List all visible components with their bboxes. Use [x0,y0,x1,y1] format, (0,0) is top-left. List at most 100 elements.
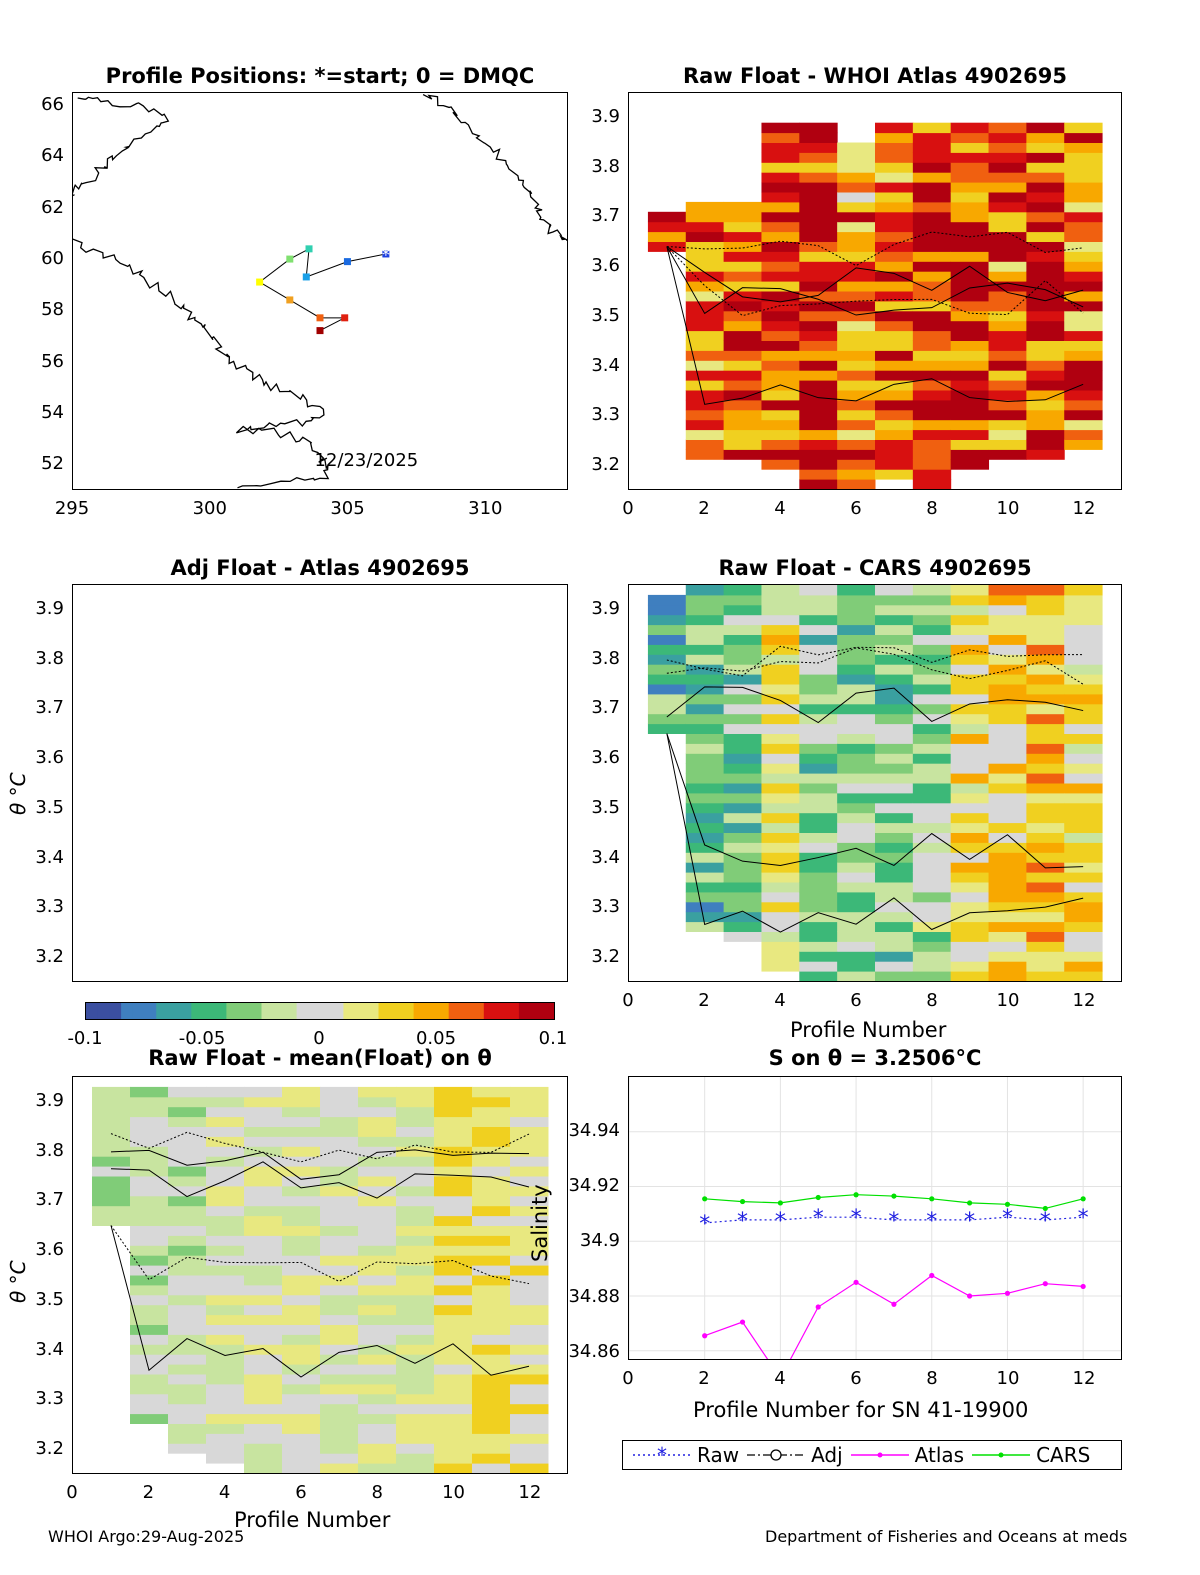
cars-cell [685,624,725,635]
positions-ytick: 52 [41,453,64,475]
cars-cell [647,693,687,705]
cars-cell [950,852,990,863]
meanfloat-cell [396,1265,435,1276]
whoi-cell [837,409,876,421]
whoi-cell [950,350,990,361]
cars-cell [761,951,800,962]
meanfloat-cell [472,1294,511,1306]
colorbar-swatch [144,1003,157,1019]
whoi-cell [988,182,1027,193]
cars-cell [723,911,762,923]
whoi-cell [761,449,800,460]
cars-cell [988,684,1027,695]
meanfloat-cell [358,1126,397,1137]
cars-cell [723,674,762,685]
colorbar-tick: 0 [313,1028,325,1049]
whoi-cell [761,370,800,381]
cars-xtick: 6 [850,990,862,1011]
meanfloat-cell [168,1294,207,1306]
whoi-cell [912,192,952,203]
meanfloat-cell [168,1344,207,1355]
whoi-cell [685,271,725,282]
cars-cell [723,822,762,833]
cars-cell [837,594,876,606]
meanfloat-cell [244,1413,283,1424]
meanfloat-cell [168,1393,207,1405]
whoi-cell [875,231,914,242]
meanfloat-cell [244,1176,283,1187]
whoi-cell [799,459,838,470]
salinity-xtick: 10 [996,1368,1020,1389]
whoi-cell [761,300,800,312]
meanfloat-cell [472,1275,511,1286]
meanfloat-cell [510,1225,549,1236]
meanfloat-cell [472,1185,511,1197]
cars-cell [761,842,800,853]
meanfloat-cell [206,1215,245,1226]
cars-cell [761,773,800,784]
meanfloat-cell [130,1126,169,1137]
whoi-cell [1026,281,1065,292]
cars-cell [761,872,800,883]
colorbar-swatch [495,1003,508,1019]
whoi-cell [875,201,914,213]
colorbar-swatch [273,1003,286,1019]
cars-cell [950,674,990,685]
whoi-xtick: 10 [996,498,1020,519]
cars-cell [988,743,1027,754]
whoi-cell [723,291,762,302]
whoi-cell [761,419,800,431]
meanfloat-cell [472,1354,511,1365]
whoi-cell [950,142,990,153]
whoi-cell [685,370,725,381]
series-atlas-point [1004,1290,1011,1296]
whoi-cell [1064,281,1103,292]
meanfloat-cell [92,1176,131,1187]
whoi-cell [723,251,762,262]
cars-cell [647,654,687,665]
whoi-cell [875,419,914,431]
whoi-cell [799,429,838,440]
meanfloat-cell [244,1324,283,1335]
meanfloat-cell [92,1195,131,1207]
whoi-cell [685,380,725,391]
cars-cell [799,921,838,932]
meanfloat-cell [282,1275,321,1286]
whoi-cell [950,182,990,193]
meanfloat-cell [244,1423,283,1434]
whoi-cell [912,330,952,341]
meanfloat-cell [434,1275,473,1286]
salinity-title: S on θ = 3.2506°C [768,1046,982,1070]
whoi-cell [1064,360,1103,371]
salinity-xtick: 8 [926,1368,938,1389]
cars-cell [912,604,952,616]
meanfloat-cell [358,1166,397,1177]
cars-cell [1026,664,1065,675]
meanfloat-cell [130,1096,169,1108]
meanfloat-cell [320,1096,359,1108]
cars-cell [1026,891,1065,903]
whoi-cell [761,122,800,134]
meanfloat-cell [434,1443,473,1454]
meanfloat-cell [510,1324,549,1335]
meanfloat-cell [396,1126,435,1137]
meanfloat-cell [472,1433,511,1444]
meanfloat-cell [320,1225,359,1236]
cars-cell [723,614,762,626]
whoi-cell [950,399,990,411]
whoi-cell [1064,261,1103,272]
cars-cell [837,684,876,695]
cars-cell [799,733,838,744]
meanfloat-cell [472,1443,511,1454]
series-raw-point: * [775,1209,786,1234]
meanfloat-cell [282,1334,321,1345]
meanfloat-cell [206,1453,245,1464]
legend-raw-label: Raw [697,1443,740,1467]
cars-cell [1064,733,1103,744]
whoi-cell [1026,340,1065,351]
colorbar-swatch [518,1003,532,1019]
series-atlas-point [1080,1283,1086,1290]
meanfloat-cell [320,1403,359,1415]
whoi-cell [837,192,876,203]
cars-cell [950,753,990,764]
